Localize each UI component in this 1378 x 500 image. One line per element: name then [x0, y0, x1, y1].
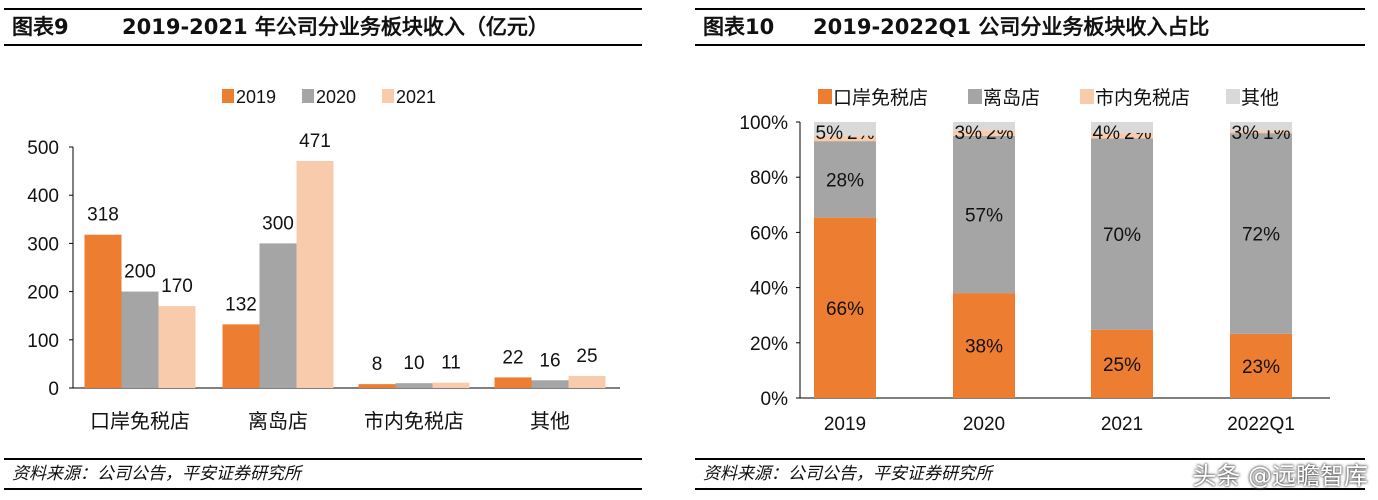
- legend-label: 2020: [316, 87, 356, 107]
- data-label: 25: [576, 346, 597, 367]
- data-label: 132: [225, 294, 257, 315]
- y-tick-label: 20%: [750, 334, 788, 355]
- bar: [395, 383, 433, 388]
- legend-swatch: [222, 89, 234, 103]
- legend-swatch: [382, 89, 394, 103]
- x-tick-label: 市内免税店: [364, 410, 464, 433]
- data-label: 25%: [1103, 355, 1141, 376]
- bar: [494, 377, 532, 388]
- data-label: 10: [403, 353, 424, 374]
- data-label: 16: [539, 350, 560, 371]
- data-label: 22: [502, 347, 523, 368]
- bar: [259, 243, 297, 388]
- legend-swatch: [818, 89, 832, 104]
- y-tick-label: 300: [27, 234, 59, 255]
- data-label: 3%: [955, 123, 983, 144]
- legend-swatch: [1080, 89, 1094, 104]
- bar-segment: [1091, 132, 1153, 139]
- legend-swatch: [302, 89, 314, 103]
- y-tick-label: 60%: [750, 223, 788, 244]
- y-tick-label: 80%: [750, 168, 788, 189]
- bar-segment: [953, 122, 1015, 131]
- x-tick-label: 2020: [963, 414, 1005, 435]
- bar: [568, 375, 606, 388]
- y-tick-label: 100%: [739, 113, 788, 134]
- data-label: 5%: [816, 123, 844, 144]
- data-label: 300: [262, 213, 294, 234]
- bar-segment: [1091, 122, 1153, 133]
- y-tick-label: 40%: [750, 279, 788, 300]
- bar-segment: [1230, 130, 1292, 134]
- data-label: 318: [87, 205, 119, 226]
- bar-segment: [1091, 329, 1153, 398]
- bar-segment: [953, 293, 1015, 398]
- data-label: 11: [441, 353, 461, 374]
- watermark: 头条 @远瞻智库: [1192, 462, 1368, 490]
- y-tick-label: 100: [27, 331, 59, 352]
- y-tick-label: 0: [48, 379, 59, 400]
- data-label: 57%: [965, 205, 1003, 226]
- bar-segment: [953, 135, 1015, 294]
- bar: [158, 306, 196, 388]
- data-label: 72%: [1242, 225, 1280, 246]
- legend-label: 2021: [396, 87, 436, 107]
- data-label: 23%: [1242, 357, 1280, 378]
- bar: [84, 234, 122, 388]
- legend-swatch: [1226, 89, 1240, 104]
- data-label: 4%: [1093, 123, 1121, 144]
- legend-label: 离岛店: [983, 87, 1040, 109]
- bar-segment: [814, 141, 876, 218]
- bar-segment: [1091, 138, 1153, 330]
- x-tick-label: 口岸免税店: [90, 410, 190, 433]
- legend-label: 口岸免税店: [833, 87, 928, 109]
- left-source: 资料来源：公司公告，平安证券研究所: [4, 458, 642, 490]
- legend-label: 其他: [1241, 87, 1279, 109]
- left-chart-title: 图表9 2019-2021 年公司分业务板块收入（亿元）: [4, 8, 642, 46]
- data-label: 200: [124, 262, 156, 283]
- y-tick-label: 500: [27, 138, 59, 159]
- data-label: 8: [372, 354, 383, 375]
- right-chart-title: 图表10 2019-2022Q1 公司分业务板块收入占比: [695, 8, 1365, 46]
- bar-segment: [953, 130, 1015, 136]
- bar: [432, 382, 470, 388]
- bar: [121, 291, 159, 388]
- data-label: 471: [299, 131, 331, 152]
- bar-segment: [814, 217, 876, 398]
- legend-label: 市内免税店: [1095, 87, 1190, 109]
- bar-segment: [814, 122, 876, 136]
- y-tick-label: 400: [27, 186, 59, 207]
- bar: [358, 384, 396, 388]
- right-source: 资料来源：公司公告，平安证券研究所: [695, 458, 1365, 490]
- bar-segment: [814, 135, 876, 142]
- x-tick-label: 离岛店: [248, 410, 308, 433]
- data-label: 38%: [965, 337, 1003, 358]
- bar: [222, 324, 260, 388]
- y-tick-label: 0%: [761, 389, 789, 410]
- data-label: 70%: [1103, 225, 1141, 246]
- bar-segment: [1230, 122, 1292, 131]
- data-label: 28%: [826, 170, 864, 191]
- bar-segment: [1230, 333, 1292, 398]
- data-label: 170: [161, 276, 193, 297]
- x-tick-label: 2021: [1101, 414, 1143, 435]
- bar: [296, 160, 334, 388]
- y-tick-label: 200: [27, 283, 59, 304]
- legend-label: 2019: [236, 87, 276, 107]
- x-tick-label: 其他: [530, 410, 570, 433]
- x-tick-label: 2019: [824, 414, 866, 435]
- bar: [531, 380, 569, 388]
- data-label: 3%: [1232, 123, 1260, 144]
- bar-segment: [1230, 133, 1292, 334]
- x-tick-label: 2022Q1: [1227, 414, 1295, 435]
- data-label: 66%: [826, 299, 864, 320]
- legend-swatch: [968, 89, 982, 104]
